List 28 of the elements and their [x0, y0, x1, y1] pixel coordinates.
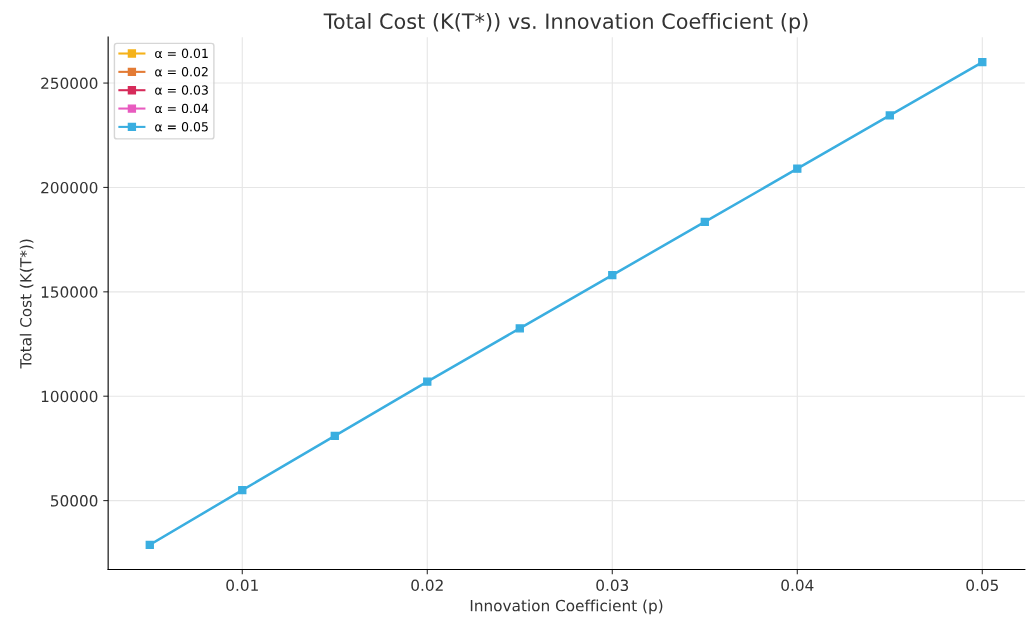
point: [423, 377, 432, 386]
point: [330, 431, 339, 441]
legend-label: α = 0.05: [155, 122, 208, 132]
legend-label: α = 0.02: [155, 66, 208, 77]
x-tick-label: 0.01: [226, 579, 258, 592]
point: [793, 164, 802, 173]
point: [145, 540, 154, 550]
x-tick-label: 0.02: [411, 579, 443, 592]
y-tick-label: 250000: [41, 77, 98, 90]
legend-label: α = 0.03: [155, 85, 208, 95]
point: [885, 111, 894, 120]
point: [608, 270, 617, 280]
point: [700, 217, 709, 227]
y-tick-label: 150000: [41, 286, 98, 298]
y-tick-label: 50000: [51, 495, 98, 507]
point: [515, 324, 524, 333]
y-axis-title: Total Cost (K(T*)): [19, 239, 34, 369]
x-tick-label: 0.05: [966, 579, 998, 592]
x-axis-title: Innovation Coefficient (p): [470, 599, 663, 615]
point: [238, 485, 247, 495]
x-tick-label: 0.04: [781, 579, 814, 592]
y-tick-label: 100000: [41, 390, 98, 403]
legend-label: α = 0.01: [155, 48, 208, 59]
chart-title: Total Cost (K(T*)) vs. Innovation Coefficient (p): [323, 12, 808, 34]
legend-label: α = 0.04: [155, 103, 209, 114]
point: [978, 58, 987, 67]
y-tick-label: 200000: [41, 181, 98, 194]
x-tick-label: 0.03: [596, 579, 629, 592]
